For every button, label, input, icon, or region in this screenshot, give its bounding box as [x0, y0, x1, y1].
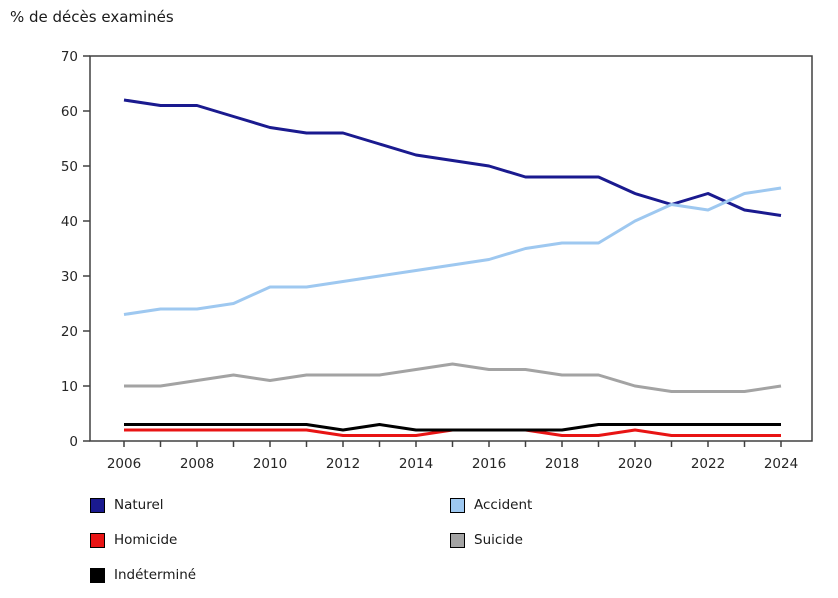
legend-item-accident: Accident [450, 497, 532, 513]
legend-swatch-accident [450, 497, 465, 513]
legend-item-indéterminé: Indéterminé [90, 567, 450, 583]
x-tick-label: 2006 [107, 456, 141, 472]
legend-label: Indéterminé [114, 567, 197, 583]
y-tick-label: 70 [61, 49, 78, 65]
legend-label: Homicide [114, 532, 178, 548]
y-tick-label: 50 [61, 159, 78, 175]
x-tick-label: 2014 [399, 456, 433, 472]
y-tick-label: 60 [61, 104, 78, 120]
y-tick-label: 20 [61, 324, 78, 340]
chart-legend: Naturel Accident Homicide Suicide Indétermin… [90, 497, 532, 583]
x-tick-label: 2018 [545, 456, 579, 472]
y-tick-label: 30 [61, 269, 78, 285]
y-tick-label: 40 [61, 214, 78, 230]
series-line-naturel [123, 98, 782, 217]
legend-item-homicide: Homicide [90, 532, 450, 548]
x-tick-label: 2010 [253, 456, 287, 472]
legend-item-suicide: Suicide [450, 532, 532, 548]
x-tick-label: 2008 [180, 456, 214, 472]
series-line-indéterminé [124, 423, 781, 432]
legend-label: Accident [474, 497, 533, 513]
legend-label: Naturel [114, 497, 164, 513]
legend-swatch-suicide [450, 532, 465, 548]
legend-item-naturel: Naturel [90, 497, 450, 513]
y-tick-label: 10 [61, 379, 78, 395]
plot-border [89, 55, 813, 442]
series-line-suicide [124, 362, 782, 393]
series-line-accident [123, 186, 782, 316]
legend-swatch-naturel [90, 497, 105, 513]
x-tick-label: 2012 [326, 456, 360, 472]
legend-swatch-indéterminé [90, 567, 105, 583]
chart-title: % de décès examinés [10, 8, 174, 26]
x-tick-label: 2020 [618, 456, 652, 472]
x-tick-label: 2024 [764, 456, 798, 472]
legend-label: Suicide [474, 532, 523, 548]
x-tick-label: 2022 [691, 456, 725, 472]
y-tick-label: 0 [69, 434, 78, 450]
legend-swatch-homicide [90, 532, 105, 548]
x-tick-label: 2016 [472, 456, 506, 472]
line-chart: 0 10 20 30 40 50 60 70 2006 2008 2010 2012 2014 2016 2… [61, 49, 813, 472]
